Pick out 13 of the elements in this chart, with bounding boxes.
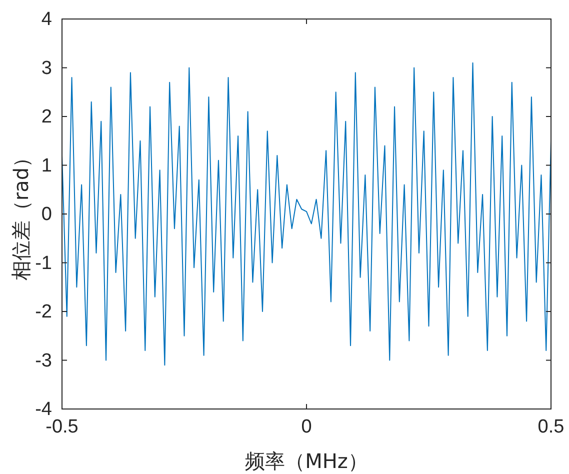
y-tick-label: 3 <box>41 58 52 79</box>
y-tick-label: -1 <box>35 252 52 274</box>
x-axis-title: 频率（MHz） <box>245 449 368 473</box>
y-tick-label: 1 <box>41 155 52 176</box>
y-tick-label: -2 <box>35 302 52 323</box>
y-tick-label: -3 <box>35 350 52 372</box>
y-tick-label: 4 <box>41 9 52 30</box>
x-tick-label: 0.5 <box>538 416 564 438</box>
y-tick-label: 2 <box>41 106 52 128</box>
y-tick-label: 0 <box>41 204 52 226</box>
y-axis-title: 相位差（rad） <box>9 147 33 281</box>
line-series <box>62 62 552 366</box>
x-tick-label: 0 <box>301 416 312 438</box>
